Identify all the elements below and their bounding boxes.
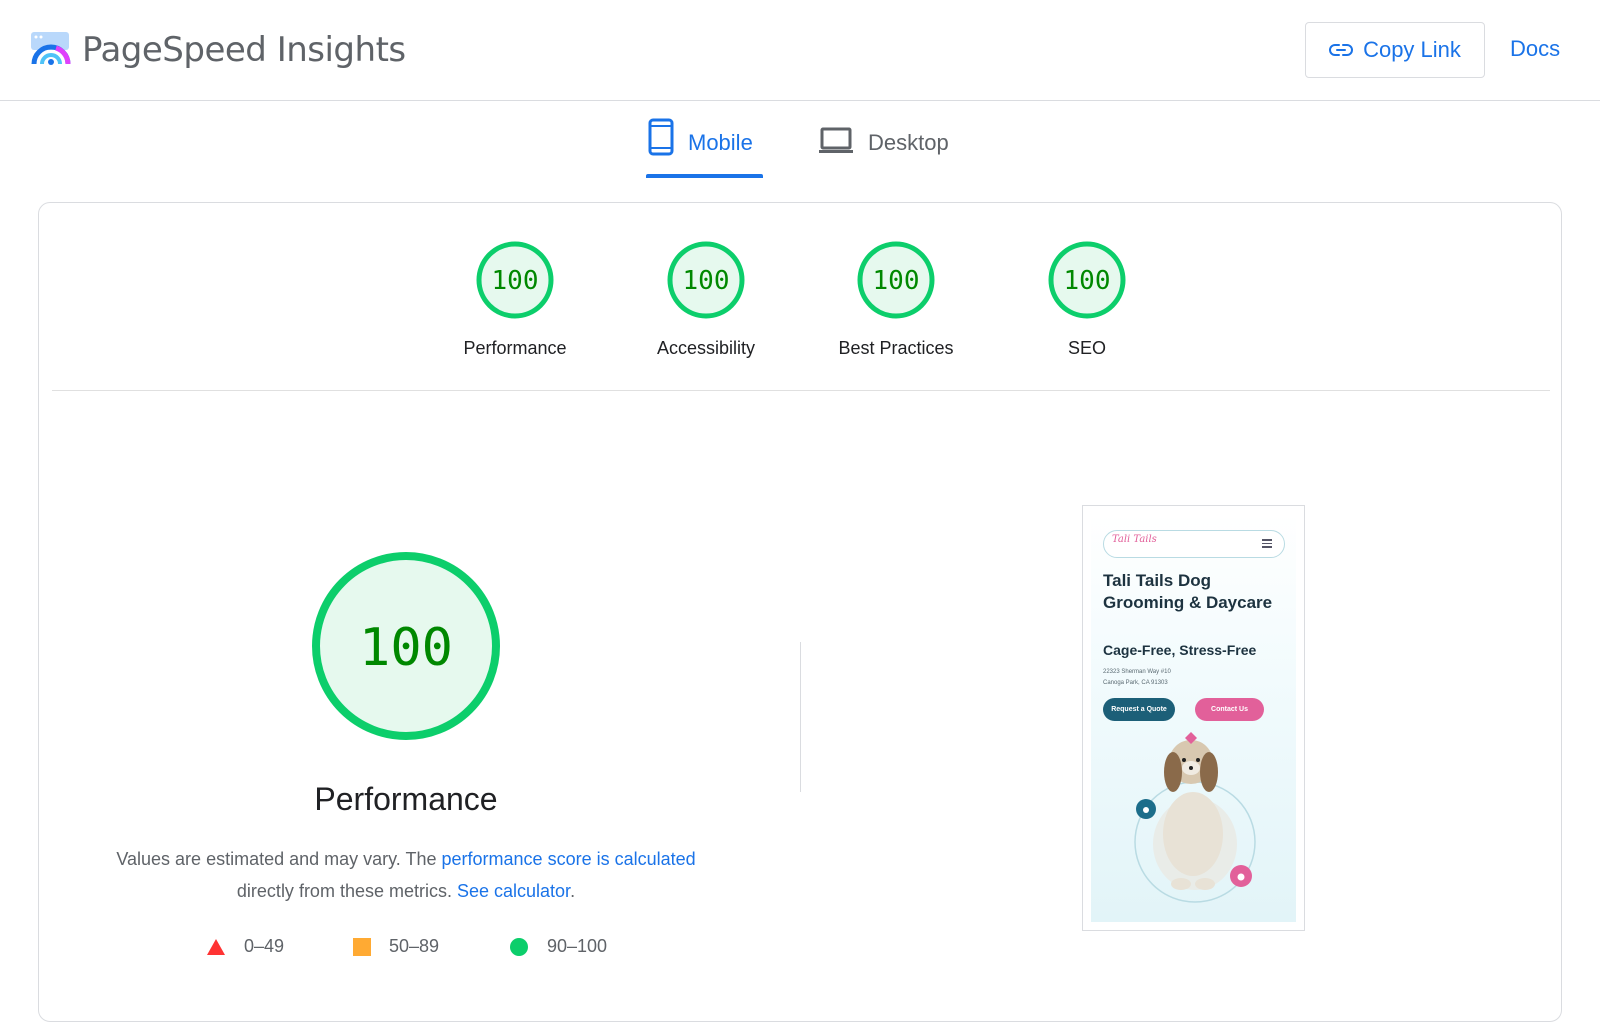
see-calculator-link[interactable]: See calculator (456, 881, 571, 901)
pagespeed-logo-icon[interactable] (30, 30, 72, 72)
active-tab-indicator (646, 174, 763, 178)
dog-illustration (1134, 732, 1256, 903)
triangle-icon (207, 938, 225, 955)
performance-score-link[interactable]: performance score is calculated (441, 849, 696, 869)
link-icon (1329, 44, 1354, 56)
desc-middle: directly from these metrics. (236, 881, 457, 901)
thumb-address-line1: 22323 Sherman Way #10 (1103, 669, 1171, 675)
thumb-navbar: Tali Tails (1103, 530, 1285, 558)
section-divider (52, 390, 1550, 391)
legend-pass: 90–100 (509, 936, 607, 957)
phone-icon (648, 118, 674, 156)
copy-link-button[interactable]: Copy Link (1305, 22, 1485, 78)
gauge-performance-score: 100 (492, 266, 539, 296)
tab-desktop-label: Desktop (868, 130, 949, 155)
legend-average-label: 50–89 (389, 936, 440, 956)
gauge-performance-label: Performance (463, 338, 567, 358)
menu-icon (1262, 539, 1272, 548)
gauge-accessibility-label: Accessibility (656, 338, 756, 358)
page-screenshot: Tali Tails Tali Tails Dog Grooming & Day… (1082, 505, 1305, 931)
app-title: PageSpeed Insights (82, 30, 406, 70)
copy-link-label: Copy Link (1363, 37, 1461, 62)
tab-mobile-label: Mobile (688, 130, 753, 155)
circle-icon (510, 937, 528, 956)
performance-big-score: 100 (359, 618, 453, 678)
gauge-best-practices-label: Best Practices (838, 338, 954, 358)
tab-desktop[interactable]: Desktop (818, 118, 949, 176)
gauge-seo-score: 100 (1064, 266, 1111, 296)
gauge-seo[interactable]: 100 SEO (997, 240, 1177, 359)
tab-mobile[interactable]: Mobile (648, 118, 753, 176)
thumb-logo: Tali Tails (1112, 534, 1157, 545)
desc-suffix: . (570, 881, 576, 901)
top-header: PageSpeed Insights Copy Link Docs (0, 0, 1600, 101)
legend-average: 50–89 (353, 936, 439, 957)
legend-fail-label: 0–49 (244, 936, 285, 956)
screenshot-content: Tali Tails Tali Tails Dog Grooming & Day… (1091, 514, 1296, 922)
vertical-divider (800, 642, 801, 792)
laptop-icon (819, 127, 853, 153)
performance-big-gauge: 100 (311, 551, 501, 746)
thumb-address-line2: Canoga Park, CA 91303 (1103, 680, 1168, 686)
gauge-performance[interactable]: 100 Performance (425, 240, 605, 359)
thumb-subtitle: Cage-Free, Stress-Free (1103, 642, 1257, 658)
docs-link[interactable]: Docs (1510, 36, 1561, 61)
square-icon (353, 937, 371, 956)
thumb-quote-button: Request a Quote (1103, 698, 1175, 721)
thumb-title: Tali Tails Dog Grooming & Daycare (1103, 571, 1273, 612)
gauge-accessibility-score: 100 (683, 266, 730, 296)
gauge-best-practices[interactable]: 100 Best Practices (806, 240, 986, 359)
gauge-best-practices-score: 100 (873, 266, 920, 296)
legend-fail: 0–49 (206, 936, 284, 957)
gauge-seo-label: SEO (1067, 338, 1106, 358)
performance-heading: Performance (314, 781, 498, 817)
legend-pass-label: 90–100 (547, 936, 608, 956)
thumb-contact-button: Contact Us (1195, 698, 1264, 721)
performance-description: Values are estimated and may vary. The p… (81, 843, 731, 907)
thumb-address: 22323 Sherman Way #10 Canoga Park, CA 91… (1103, 667, 1171, 689)
desc-prefix: Values are estimated and may vary. The (116, 849, 442, 869)
gauge-accessibility[interactable]: 100 Accessibility (616, 240, 796, 359)
